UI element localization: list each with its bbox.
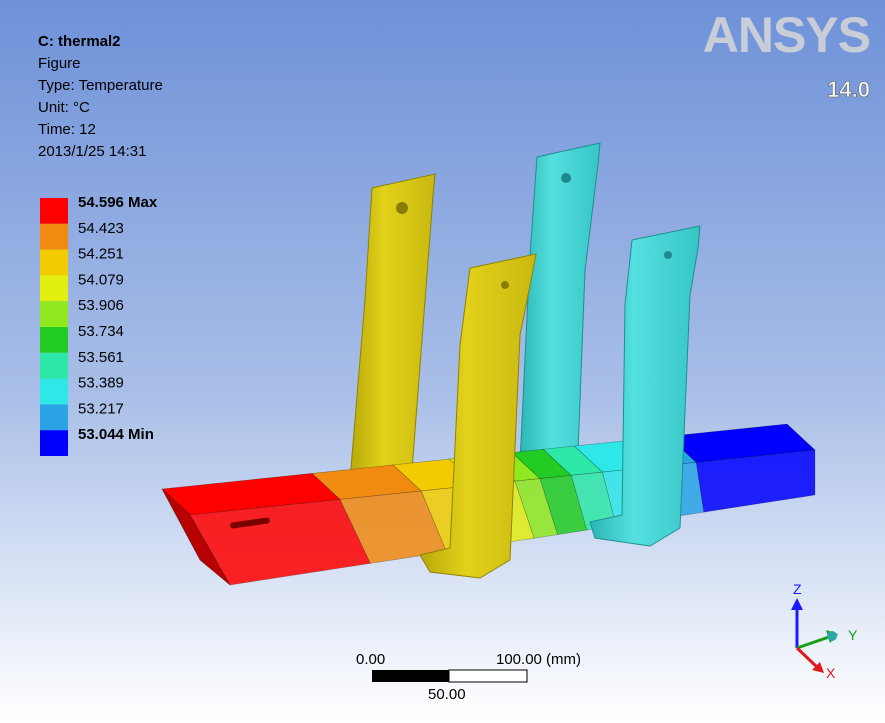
info-line: 2013/1/25 14:31 [38, 143, 146, 160]
legend-swatch [40, 379, 68, 405]
logo-version: 14.0 [827, 77, 870, 102]
result-title: C: thermal2 [38, 33, 121, 50]
legend-swatch [40, 404, 68, 430]
legend-label: 53.217 [78, 400, 124, 417]
page: C: thermal2 Figure Type: Temperature Unit:… [0, 0, 885, 723]
legend-swatch [40, 327, 68, 353]
scale-light [449, 670, 527, 682]
background [0, 0, 885, 718]
legend-label: 53.389 [78, 375, 124, 392]
legend-swatch [40, 224, 68, 250]
triad-ball [827, 631, 837, 641]
hole [664, 251, 672, 259]
scale-start: 0.00 [356, 651, 385, 668]
viewport: C: thermal2 Figure Type: Temperature Unit:… [0, 0, 885, 718]
triad-y: Y [848, 627, 858, 643]
legend-swatch [40, 430, 68, 456]
info-line: Unit: °C [38, 99, 90, 116]
legend-label: 53.044 Min [78, 426, 154, 443]
legend-label: 54.596 Max [78, 194, 158, 211]
triad-z: Z [793, 581, 802, 597]
legend-swatch [40, 250, 68, 276]
hole [396, 202, 408, 214]
hole [501, 281, 509, 289]
legend-swatch [40, 198, 68, 224]
info-line: Time: 12 [38, 121, 96, 138]
info-line: Type: Temperature [38, 77, 163, 94]
legend-label: 54.423 [78, 220, 124, 237]
legend-swatch [40, 353, 68, 379]
legend-label: 53.561 [78, 349, 124, 366]
legend-swatch [40, 275, 68, 301]
legend-label: 53.906 [78, 297, 124, 314]
legend-label: 53.734 [78, 323, 124, 340]
info-line: Figure [38, 55, 81, 72]
legend-swatch [40, 301, 68, 327]
legend-label: 54.251 [78, 246, 124, 263]
scale-end: 100.00 (mm) [496, 651, 581, 668]
legend-label: 54.079 [78, 271, 124, 288]
scale-dark [372, 670, 449, 682]
triad-x: X [826, 665, 836, 681]
scale-mid: 50.00 [428, 686, 466, 703]
hole [561, 173, 571, 183]
logo-brand: ANSYS [703, 7, 870, 63]
